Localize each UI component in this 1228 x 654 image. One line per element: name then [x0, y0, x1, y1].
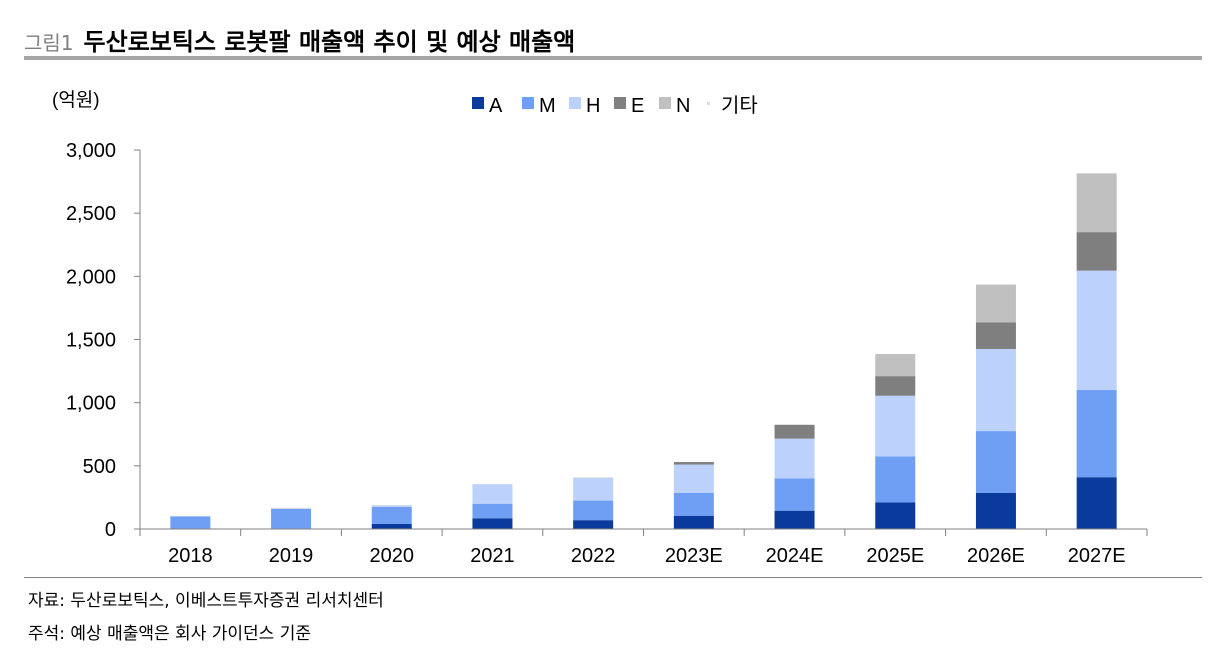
x-tick-label: 2020 — [370, 545, 415, 567]
legend-label-기타: 기타 — [721, 94, 758, 117]
bar-segment-m-2022 — [573, 500, 614, 521]
bar-segment-a-2026e — [975, 492, 1016, 529]
bar-segment-h-2027e — [1076, 270, 1117, 391]
figure-title: 두산로보틱스 로봇팔 매출액 추이 및 예상 매출액 — [83, 28, 576, 56]
legend-swatch-n — [659, 97, 671, 109]
x-tick-label: 2027E — [1068, 545, 1126, 567]
legend-label-e: E — [631, 95, 644, 117]
bar-segment-h-2021 — [472, 484, 513, 504]
legend-label-h: H — [586, 95, 600, 117]
bar-segment-기타-2020 — [371, 504, 412, 506]
legend: A M H E N 기타 — [472, 94, 758, 117]
legend-swatch-e — [614, 97, 626, 109]
bar-segment-m-2024e — [774, 478, 815, 511]
bar-segment-a-2022 — [573, 520, 614, 529]
bar-segment-a-2027e — [1076, 477, 1117, 529]
bar-segment-h-2019 — [271, 508, 312, 509]
bar-segment-기타-2019 — [271, 507, 312, 509]
legend-label-a: A — [489, 95, 503, 117]
bar-segment-m-2025e — [875, 456, 916, 503]
bar-segment-n-2026e — [975, 284, 1016, 323]
legend-swatch-m — [522, 97, 534, 109]
x-axis: 2018 2019 2020 2021 2022 2023E 2024E 2025E 2026E… — [139, 528, 1148, 567]
bar-segment-a-2025e — [875, 502, 916, 529]
bar-segment-n-2025e — [875, 354, 916, 377]
y-tick-label: 2,000 — [66, 266, 116, 288]
legend-swatch-h — [569, 97, 581, 109]
bar-segment-기타-2022 — [573, 477, 614, 478]
bottom-divider — [24, 577, 1202, 578]
y-tick-label: 500 — [83, 456, 116, 478]
y-tick-label: 3,000 — [66, 140, 116, 162]
x-tick-label: 2019 — [269, 545, 314, 567]
bar-segment-m-2018 — [170, 516, 211, 529]
legend-swatch-a — [472, 97, 484, 109]
x-tick-label: 2024E — [766, 545, 824, 567]
bar-segment-m-2026e — [975, 431, 1016, 493]
bar-segment-e-2023e — [673, 462, 714, 465]
bar-segment-e-2026e — [975, 322, 1016, 349]
bar-segment-h-2025e — [875, 395, 916, 457]
title-divider — [24, 56, 1202, 60]
legend-label-n: N — [676, 95, 690, 117]
figure-label: 그림1 — [24, 31, 74, 55]
stacked-bar-chart: (억원) A M H E N 기타 0 500 1,000 1,500 2,000 2,500 3,0… — [52, 89, 1148, 567]
legend-label-m: M — [539, 95, 556, 117]
bar-segment-a-2020 — [371, 523, 412, 529]
x-tick-label: 2025E — [866, 545, 924, 567]
bar-segment-e-2024e — [774, 424, 815, 439]
bar-segment-a-2023e — [673, 515, 714, 529]
y-tick-label: 2,500 — [66, 203, 116, 225]
remark-note: 주석: 예상 매출액은 회사 가이던스 기준 — [28, 624, 311, 644]
bar-segment-m-2019 — [271, 508, 312, 529]
bar-segment-h-2020 — [371, 505, 412, 507]
bar-segment-n-2027e — [1076, 173, 1117, 233]
source-note: 자료: 두산로보틱스, 이베스트투자증권 리서치센터 — [28, 591, 384, 611]
y-tick-label: 0 — [105, 519, 116, 541]
bars — [170, 173, 1117, 529]
bar-segment-h-2026e — [975, 348, 1016, 432]
bar-segment-h-2023e — [673, 464, 714, 493]
x-tick-label: 2026E — [967, 545, 1025, 567]
bar-segment-m-2021 — [472, 503, 513, 519]
figure-title-row: 그림1 두산로보틱스 로봇팔 매출액 추이 및 예상 매출액 — [24, 22, 575, 56]
y-axis: 0 500 1,000 1,500 2,000 2,500 3,000 — [66, 140, 141, 541]
x-tick-label: 2023E — [665, 545, 723, 567]
y-tick-label: 1,500 — [66, 330, 116, 352]
y-unit-label: (억원) — [52, 89, 100, 111]
x-tick-label: 2018 — [168, 545, 213, 567]
bar-segment-a-2024e — [774, 510, 815, 529]
bar-segment-e-2025e — [875, 376, 916, 396]
bar-segment-e-2027e — [1076, 232, 1117, 271]
bar-segment-m-2027e — [1076, 390, 1117, 478]
bar-segment-h-2024e — [774, 438, 815, 479]
legend-swatch-기타 — [707, 102, 710, 105]
bar-segment-h-2022 — [573, 477, 614, 501]
x-tick-label: 2021 — [470, 545, 515, 567]
y-tick-label: 1,000 — [66, 393, 116, 415]
bar-segment-a-2021 — [472, 518, 513, 529]
bar-segment-m-2023e — [673, 492, 714, 516]
bar-segment-m-2020 — [371, 506, 412, 524]
x-tick-label: 2022 — [571, 545, 616, 567]
